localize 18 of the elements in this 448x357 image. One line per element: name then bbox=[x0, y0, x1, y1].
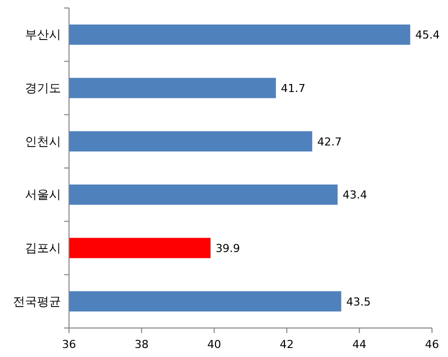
y-tick-label: 경기도 bbox=[25, 81, 61, 95]
y-tick-label: 김포시 bbox=[25, 241, 61, 255]
data-label: 41.7 bbox=[280, 82, 306, 95]
x-tick-label: 42 bbox=[280, 338, 294, 351]
data-label: 42.7 bbox=[317, 135, 342, 148]
x-tick-label: 40 bbox=[207, 338, 222, 351]
y-tick-label: 부산시 bbox=[25, 28, 61, 42]
x-tick-label: 38 bbox=[134, 338, 149, 351]
y-tick-label: 전국평균 bbox=[13, 294, 61, 308]
x-tick-label: 36 bbox=[62, 338, 76, 351]
x-tick-label: 44 bbox=[352, 338, 366, 351]
data-label: 43.5 bbox=[346, 295, 371, 308]
data-label: 39.9 bbox=[216, 242, 240, 255]
data-label: 43.4 bbox=[342, 188, 368, 202]
y-tick-label: 인천시 bbox=[25, 134, 61, 148]
y-tick-label: 서울시 bbox=[25, 188, 61, 202]
x-tick-label: 46 bbox=[425, 338, 439, 351]
data-label: 45.4 bbox=[415, 28, 440, 42]
